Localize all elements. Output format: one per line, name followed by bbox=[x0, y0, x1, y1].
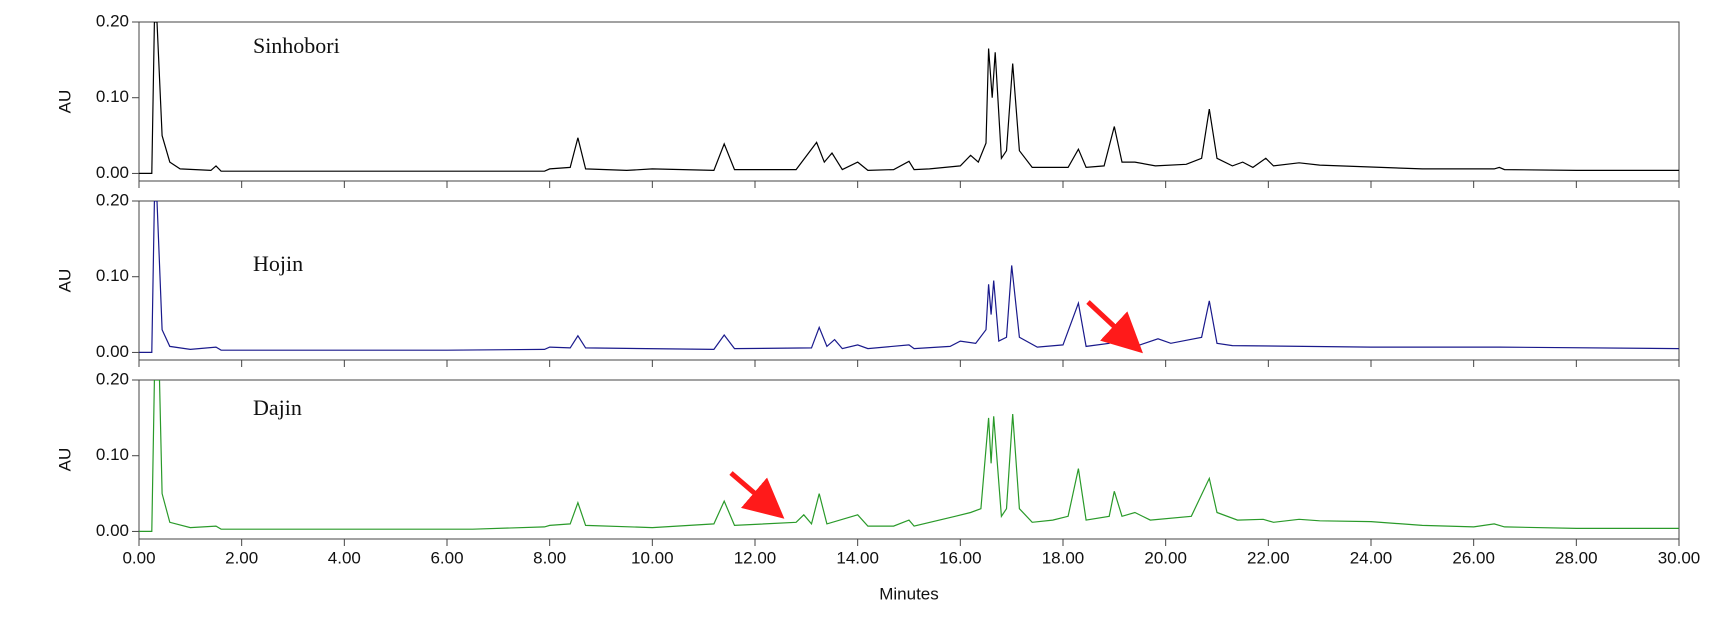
y-tick-label: 0.20 bbox=[96, 190, 129, 209]
x-axis-label: Minutes bbox=[879, 584, 939, 603]
x-tick-label: 14.00 bbox=[836, 548, 879, 567]
x-tick-label: 16.00 bbox=[939, 548, 982, 567]
panel: 0.00 0.10 0.20 AU Sinhobori bbox=[55, 11, 1680, 188]
x-tick-label: 22.00 bbox=[1247, 548, 1290, 567]
y-tick-label: 0.10 bbox=[96, 445, 129, 464]
y-tick-label: 0.10 bbox=[96, 87, 129, 106]
x-tick-label: 10.00 bbox=[631, 548, 674, 567]
series-label: Dajin bbox=[253, 395, 302, 420]
x-tick-label: 6.00 bbox=[430, 548, 463, 567]
arrow bbox=[1086, 300, 1143, 354]
y-axis-label: AU bbox=[55, 448, 74, 472]
series-label: Sinhobori bbox=[253, 33, 340, 58]
y-tick-label: 0.00 bbox=[96, 342, 129, 361]
y-tick-label: 0.10 bbox=[96, 266, 129, 285]
panel: 0.00 0.10 0.20 AU 0.00 2.00 4.00 6.00 8.00 10.00 1… bbox=[55, 369, 1700, 603]
x-tick-label: 0.00 bbox=[122, 548, 155, 567]
plot-frame bbox=[138, 21, 1680, 182]
x-tick-label: 28.00 bbox=[1555, 548, 1598, 567]
trace bbox=[139, 380, 1679, 532]
x-tick-label: 26.00 bbox=[1452, 548, 1495, 567]
panel: 0.00 0.10 0.20 AU Hojin bbox=[55, 190, 1680, 367]
plot-frame bbox=[138, 379, 1680, 540]
panels: 0.00 0.10 0.20 AU Sinhobori 0.00 0.10 0.20 AU Hoj… bbox=[55, 11, 1700, 603]
x-tick-label: 4.00 bbox=[328, 548, 361, 567]
y-tick-label: 0.00 bbox=[96, 163, 129, 182]
x-tick-label: 20.00 bbox=[1144, 548, 1187, 567]
plot-frame bbox=[138, 200, 1680, 361]
y-axis-label: AU bbox=[55, 269, 74, 293]
x-tick-label: 30.00 bbox=[1658, 548, 1701, 567]
trace bbox=[139, 22, 1679, 174]
x-tick-label: 24.00 bbox=[1350, 548, 1393, 567]
x-tick-label: 8.00 bbox=[533, 548, 566, 567]
trace bbox=[139, 201, 1679, 353]
x-tick-label: 2.00 bbox=[225, 548, 258, 567]
y-tick-label: 0.20 bbox=[96, 369, 129, 388]
y-axis-label: AU bbox=[55, 90, 74, 114]
y-tick-label: 0.20 bbox=[96, 11, 129, 30]
y-tick-label: 0.00 bbox=[96, 521, 129, 540]
arrow bbox=[729, 471, 785, 519]
series-label: Hojin bbox=[253, 251, 303, 276]
x-tick-label: 18.00 bbox=[1042, 548, 1085, 567]
x-tick-label: 12.00 bbox=[734, 548, 777, 567]
